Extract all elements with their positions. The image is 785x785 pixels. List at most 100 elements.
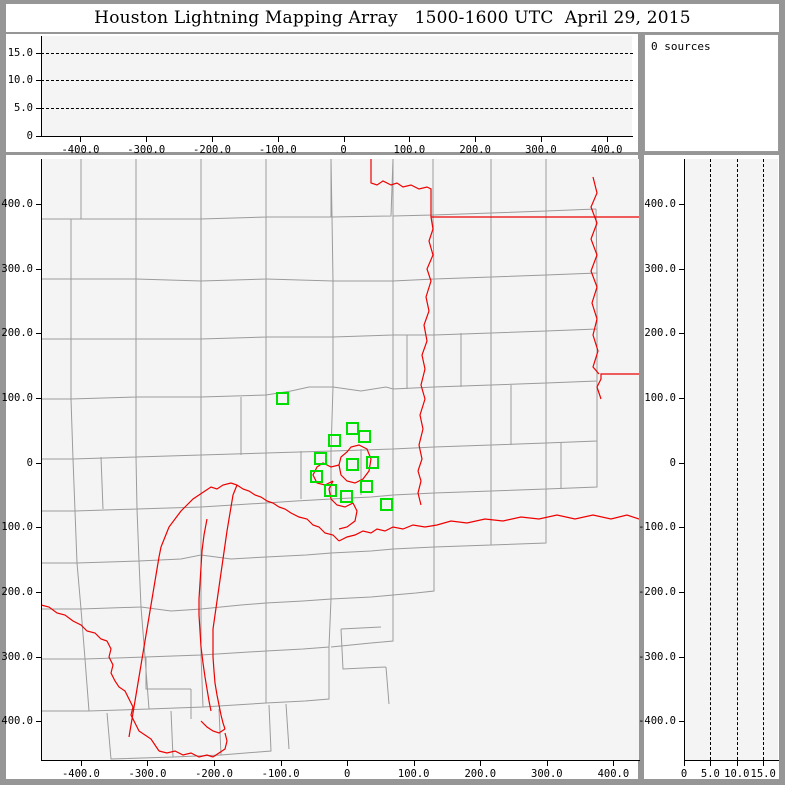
east-height-y-axis-line (684, 159, 685, 761)
east-height-profile-ytick (679, 721, 685, 723)
east-height-profile-gridline (763, 159, 765, 760)
plan-view-map-ytick-label: 0 (26, 456, 33, 469)
east-height-profile-xtick-label: 5.0 (700, 768, 720, 780)
station-marker (346, 458, 359, 471)
state-and-coastline-borders (41, 159, 639, 758)
east-height-profile-ytick (679, 656, 685, 658)
lma-station-markers (276, 392, 393, 511)
map-geography (41, 159, 639, 760)
plan-view-map-xtick (546, 760, 548, 766)
east-height-profile-ytick (679, 527, 685, 529)
east-height-x-axis-line (684, 760, 779, 761)
east-height-profile-xtick (736, 760, 738, 766)
plan-view-map-ytick-label: -300.0 (0, 650, 33, 663)
plan-view-map-xtick-label: 100.0 (397, 768, 430, 780)
station-marker (358, 430, 371, 443)
plan-view-map-xtick (347, 760, 349, 766)
east-height-profile-ytick-label: 200.0 (644, 327, 676, 340)
plan-view-map-xtick-label: 200.0 (464, 768, 497, 780)
east-height-profile-ytick (679, 462, 685, 464)
plan-view-map-ytick-label: -400.0 (0, 715, 33, 728)
time-height-ytick (36, 80, 42, 82)
time-height-xtick (146, 136, 148, 142)
county-boundaries (41, 159, 598, 760)
plan-view-map-xtick-label: -200.0 (195, 768, 233, 780)
east-height-profile-gridline (736, 159, 738, 760)
time-height-ytick-label: 5.0 (14, 102, 33, 115)
time-height-xtick (212, 136, 214, 142)
east-height-profile-ytick-label: -300.0 (638, 650, 676, 663)
plan-view-map-xtick (214, 760, 216, 766)
time-height-xtick-label: 0 (340, 144, 347, 156)
east-height-plot-area (684, 159, 778, 760)
east-height-profile-ytick-label: 300.0 (644, 262, 676, 275)
time-height-xtick (540, 136, 542, 142)
plan-view-map-ytick (36, 204, 42, 206)
time-height-xtick-label: 200.0 (459, 144, 491, 156)
plan-view-map-xtick (147, 760, 149, 766)
title-bar: Houston Lightning Mapping Array 1500-160… (6, 4, 779, 32)
plan-view-map-xtick-label: -100.0 (261, 768, 300, 780)
plan-view-map-xtick-label: 300.0 (531, 768, 563, 780)
time-height-gridline (41, 52, 633, 54)
station-marker (328, 434, 341, 447)
time-height-plot-area (41, 36, 632, 136)
plan-view-map-xtick (280, 760, 282, 766)
east-height-profile-ytick-label: 0 (669, 456, 676, 469)
station-marker (314, 452, 327, 465)
plan-view-map-ytick (36, 591, 42, 593)
plan-view-map-ytick-label: -100.0 (0, 521, 33, 534)
source-count-label: 0 sources (651, 40, 711, 53)
station-marker (346, 422, 359, 435)
time-height-x-axis-line (41, 136, 633, 137)
time-height-ytick-label: 10.0 (7, 74, 33, 87)
page-title: Houston Lightning Mapping Array 1500-160… (94, 8, 691, 28)
plan-view-map-ytick (36, 656, 42, 658)
time-height-ytick (36, 52, 42, 54)
plan-view-map-xtick (413, 760, 415, 766)
station-marker (360, 480, 373, 493)
time-height-xtick (475, 136, 477, 142)
station-marker (310, 470, 323, 483)
plan-view-map-xtick-label: -300.0 (128, 768, 167, 780)
time-height-xtick-label: -100.0 (258, 144, 297, 156)
station-marker (324, 484, 337, 497)
plan-view-map-xtick (613, 760, 615, 766)
time-height-xtick (277, 136, 279, 142)
time-height-xtick-label: -200.0 (193, 144, 231, 156)
station-marker (380, 498, 393, 511)
map-y-axis-line (41, 159, 42, 761)
east-height-profile-ytick-label: 400.0 (644, 198, 676, 211)
plan-view-map-ytick (36, 721, 42, 723)
time-height-xtick (80, 136, 82, 142)
time-height-xtick-label: 300.0 (525, 144, 557, 156)
time-height-xtick (606, 136, 608, 142)
source-count-panel: 0 sources (644, 34, 779, 152)
plan-view-map-ytick-label: 200.0 (1, 327, 33, 340)
station-marker (340, 490, 353, 503)
east-height-profile-gridline (710, 159, 712, 760)
east-height-profile-ytick (679, 333, 685, 335)
plan-view-map-xtick-label: 400.0 (597, 768, 630, 780)
time-height-xtick-label: -300.0 (127, 144, 166, 156)
plan-view-map-ytick (36, 333, 42, 335)
east-height-profile-ytick-label: -400.0 (638, 715, 676, 728)
time-height-ytick-label: 15.0 (7, 46, 33, 59)
east-height-profile-xtick (710, 760, 712, 766)
station-marker (366, 456, 379, 469)
plan-view-map-xtick (480, 760, 482, 766)
plan-view-map-ytick-label: 400.0 (1, 198, 33, 211)
time-height-y-axis-line (41, 36, 42, 137)
east-height-profile-ytick (679, 268, 685, 270)
station-marker (276, 392, 289, 405)
time-height-gridline (41, 108, 633, 110)
east-height-profile-ytick (679, 204, 685, 206)
east-height-profile-xtick-label: 0 (680, 768, 688, 780)
map-x-axis-line (41, 760, 640, 761)
east-height-profile-ytick-label: -200.0 (638, 585, 676, 598)
map-plot-area[interactable] (41, 159, 639, 760)
plan-view-map-ytick (36, 398, 42, 400)
plan-view-map-ytick-label: 300.0 (1, 262, 33, 275)
time-height-xtick (343, 136, 345, 142)
